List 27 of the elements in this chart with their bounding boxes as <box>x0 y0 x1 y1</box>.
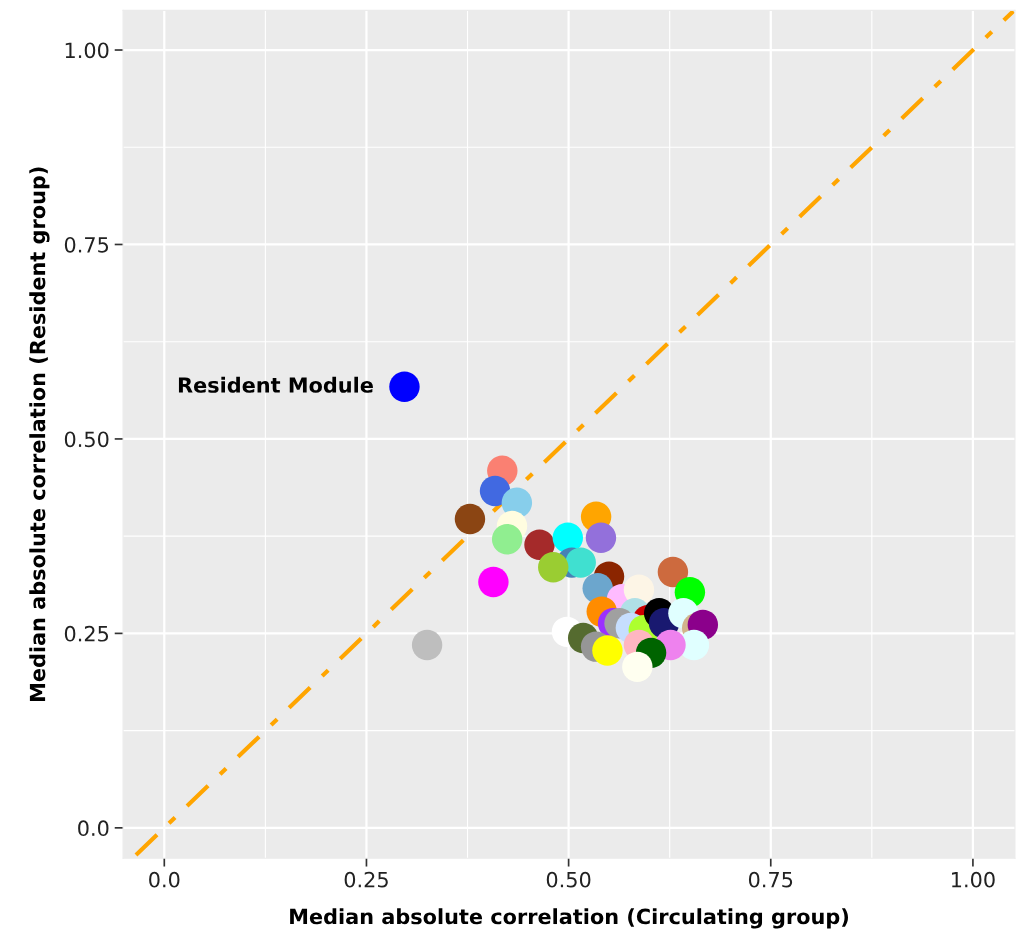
point <box>389 371 420 403</box>
x-tick-label: 0.50 <box>546 871 591 888</box>
y-tick-label: 0.0 <box>78 820 109 837</box>
x-tick-label: 0.0 <box>149 871 180 888</box>
x-tick-label: 0.75 <box>748 871 793 888</box>
point <box>592 635 623 666</box>
y-tick-label: 1.00 <box>65 42 109 59</box>
point <box>491 524 523 555</box>
y-tick-label: 0.25 <box>64 625 109 642</box>
y-tick-label: 0.50 <box>64 431 109 448</box>
point <box>565 547 596 578</box>
annotation: Resident Module <box>178 376 373 393</box>
point <box>552 522 584 553</box>
point <box>524 529 555 560</box>
point <box>538 552 569 583</box>
x-tick-label: 0.25 <box>344 871 388 888</box>
point <box>411 629 443 661</box>
x-tick-label: 1.00 <box>952 871 995 888</box>
x-axis-title: Median absolute correlation (Circulating group) <box>290 908 848 929</box>
y-tick-label: 0.75 <box>64 236 109 253</box>
point <box>585 522 617 553</box>
point <box>454 503 486 535</box>
y-axis-title: Median absolute correlation (Resident group) <box>29 167 50 701</box>
point <box>622 651 653 683</box>
point <box>479 475 511 507</box>
point <box>478 566 509 598</box>
point <box>657 556 689 588</box>
